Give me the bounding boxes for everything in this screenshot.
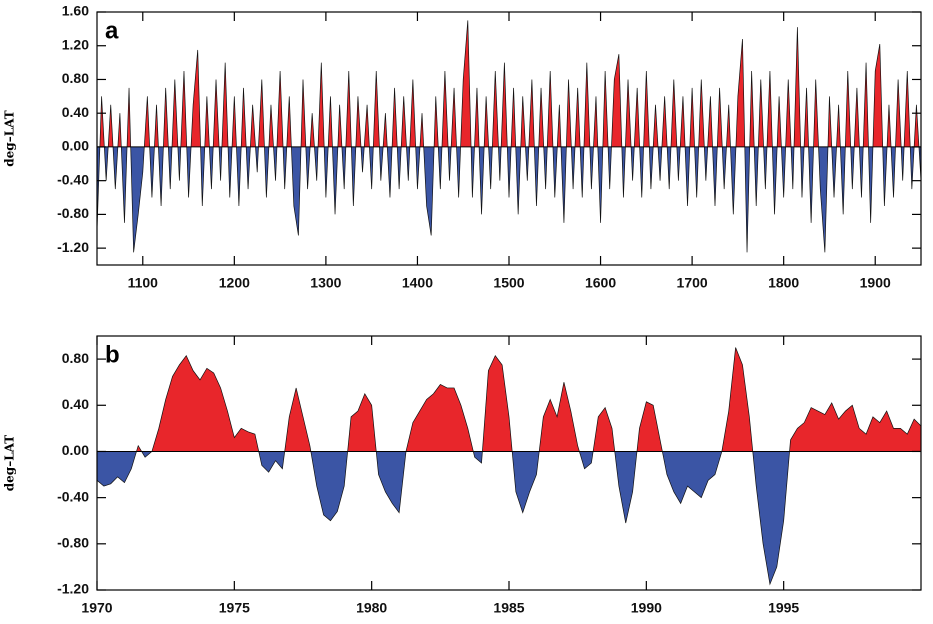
y-tick-label: 0.00 <box>62 442 89 458</box>
x-tick-label: 1200 <box>219 275 250 291</box>
x-tick-label: 1600 <box>585 275 616 291</box>
y-tick-label: -1.20 <box>57 581 89 597</box>
negative-area <box>97 451 921 585</box>
panel-label: b <box>105 341 120 368</box>
panel-label: a <box>105 17 119 44</box>
y-tick-label: -0.40 <box>57 171 89 187</box>
x-tick-label: 1900 <box>860 275 891 291</box>
x-tick-label: 1995 <box>768 600 799 616</box>
y-tick-label: 0.80 <box>62 350 89 366</box>
y-axis-label: deg–LAT <box>3 110 17 167</box>
plot-frame <box>96 335 922 591</box>
x-tick-label: 1300 <box>310 275 341 291</box>
series-outline <box>96 20 922 253</box>
negative-area <box>97 146 921 253</box>
y-tick-label: -0.40 <box>57 488 89 504</box>
x-tick-label: 1500 <box>493 275 524 291</box>
y-tick-label: -1.20 <box>57 239 89 255</box>
x-tick-label: 1100 <box>128 275 159 291</box>
positive-area <box>136 347 921 452</box>
y-tick-label: 1.20 <box>62 36 89 52</box>
x-tick-label: 1700 <box>677 275 708 291</box>
series-outline <box>96 347 922 586</box>
x-tick-label: 1970 <box>81 600 112 616</box>
y-tick-label: 0.40 <box>62 396 89 412</box>
x-tick-label: 1800 <box>768 275 799 291</box>
x-tick-label: 1980 <box>356 600 387 616</box>
y-axis-label: deg–LAT <box>3 435 17 492</box>
y-tick-label: 0.80 <box>62 70 89 86</box>
y-tick-label: -0.80 <box>57 205 89 221</box>
y-tick-label: 0.40 <box>62 104 89 120</box>
x-tick-label: 1985 <box>493 600 524 616</box>
x-tick-label: 1975 <box>219 600 250 616</box>
positive-area <box>97 20 921 147</box>
x-tick-label: 1400 <box>402 275 433 291</box>
y-tick-label: -0.80 <box>57 535 89 551</box>
y-tick-label: 0.00 <box>62 138 89 154</box>
x-tick-label: 1990 <box>631 600 662 616</box>
y-tick-label: 1.60 <box>62 3 89 19</box>
